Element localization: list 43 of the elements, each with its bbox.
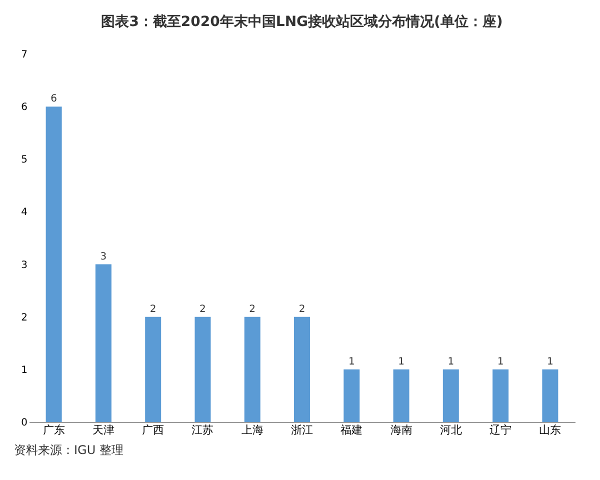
data-label: 1	[348, 356, 355, 368]
bar	[294, 316, 310, 422]
bar	[46, 106, 62, 422]
data-label: 6	[50, 94, 58, 105]
data-label: 1	[398, 356, 404, 368]
data-label: 2	[249, 304, 256, 315]
bar	[95, 264, 112, 422]
text: 资料来源：IGU 整理	[14, 442, 124, 459]
x-tick-label: 天津	[92, 424, 114, 436]
y-tick-label: 6	[21, 102, 28, 114]
bar	[145, 316, 162, 422]
x-tick-label: 上海	[241, 424, 264, 436]
bar	[244, 316, 260, 422]
y-tick-label: 4	[21, 207, 28, 218]
bar	[344, 369, 360, 422]
data-label: 1	[448, 356, 454, 368]
data-label: 2	[150, 304, 156, 315]
y-tick-label: 2	[21, 312, 28, 324]
x-tick-label: 海南	[390, 424, 412, 436]
data-label: 1	[497, 356, 504, 368]
x-tick-label: 辽宁	[490, 424, 512, 436]
data-label: 2	[200, 304, 206, 315]
y-tick-label: 7	[21, 50, 28, 60]
y-tick-label: 3	[21, 260, 28, 271]
x-tick-label: 山东	[539, 424, 562, 436]
bar	[194, 316, 211, 422]
y-tick-label: 0	[21, 418, 28, 428]
x-tick-label: 广东	[42, 424, 65, 436]
chart-title: 图表3：截至2020年末中国LNG接收站区域分布情况(单位：座)	[101, 13, 503, 30]
x-tick-label: 广西	[142, 424, 164, 436]
data-label: 2	[298, 304, 306, 315]
bar	[492, 369, 509, 422]
bar	[393, 369, 410, 422]
x-tick-label: 福建	[340, 424, 363, 436]
bar	[542, 369, 558, 422]
y-tick-label: 1	[21, 364, 28, 376]
data-label: 1	[546, 356, 554, 368]
x-tick-label: 浙江	[291, 424, 313, 436]
bar	[442, 369, 459, 422]
data-label: 3	[100, 251, 107, 262]
x-tick-label: 河北	[440, 424, 462, 436]
y-tick-label: 5	[21, 154, 28, 166]
x-tick-label: 江苏	[192, 424, 214, 436]
